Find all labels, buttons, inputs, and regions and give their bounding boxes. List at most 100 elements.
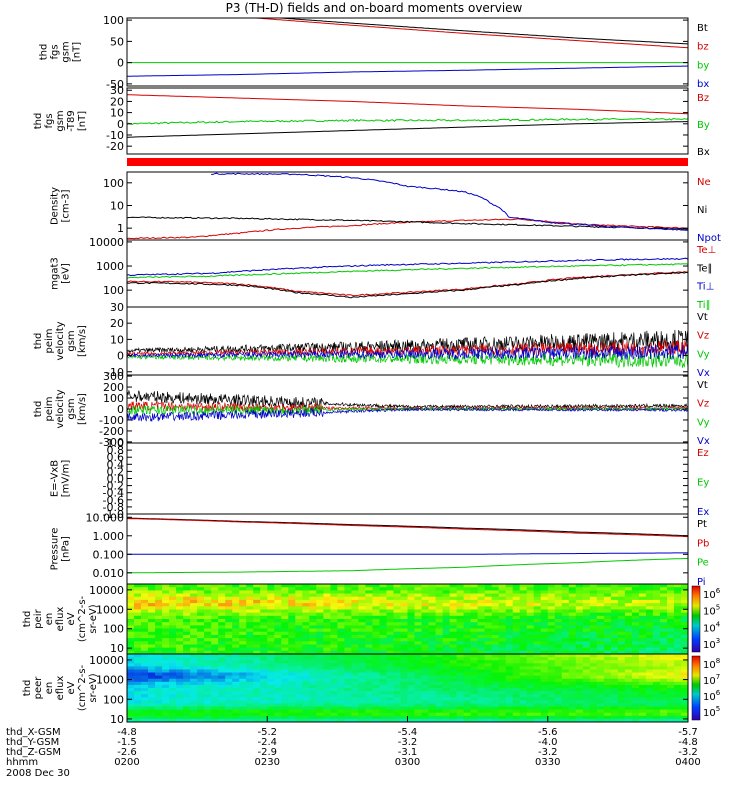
- spectrogram-cell: [407, 712, 416, 717]
- spectrogram-cell: [218, 628, 226, 633]
- spectrogram-cell: [540, 715, 549, 720]
- spectrogram-cell: [498, 718, 507, 722]
- spectrogram-cell: [421, 638, 430, 642]
- spectrogram-cell: [561, 718, 570, 722]
- spectrogram-cell: [337, 609, 345, 614]
- spectrogram-cell: [295, 612, 303, 617]
- spectrogram-cell: [610, 706, 619, 711]
- spectrogram-cell: [435, 697, 444, 701]
- spectrogram-cell: [232, 603, 240, 607]
- spectrogram-cell: [281, 712, 289, 717]
- spectrogram-cell: [393, 622, 402, 626]
- spectrogram-cell: [526, 647, 535, 652]
- spectrogram-cell: [176, 715, 184, 720]
- spectrogram-cell: [176, 596, 184, 601]
- spectrogram-cell: [414, 638, 423, 642]
- spectrogram-cell: [617, 634, 626, 639]
- spectrogram-cell: [540, 691, 549, 695]
- spectrogram-cell: [246, 590, 254, 595]
- spectrogram-cell: [575, 625, 584, 630]
- spectrogram-cell: [309, 703, 317, 708]
- spectrogram-cell: [554, 712, 563, 717]
- spectrogram-cell: [323, 619, 331, 623]
- spectrogram-cell: [351, 599, 359, 604]
- spectrogram-cell: [610, 712, 619, 717]
- spectrogram-cell: [134, 590, 142, 595]
- spectrogram-cell: [428, 672, 437, 677]
- spectrogram-cell: [386, 694, 395, 698]
- spectrogram-cell: [498, 678, 507, 683]
- spectrogram-cell: [498, 660, 507, 664]
- spectrogram-cell: [393, 619, 402, 623]
- spectrogram-cell: [148, 590, 156, 595]
- spectrogram-cell: [526, 712, 535, 717]
- spectrogram-cell: [645, 606, 654, 611]
- spectrogram-cell: [309, 691, 317, 695]
- spectrogram-cell: [190, 615, 198, 620]
- spectrogram-cell: [456, 596, 465, 601]
- spectrogram-cell: [351, 606, 359, 611]
- spectrogram-cell: [288, 697, 296, 701]
- spectrogram-cell: [323, 675, 331, 680]
- spectrogram-cell: [624, 691, 633, 695]
- spectrogram-cell: [260, 672, 268, 677]
- spectrogram-cell: [617, 657, 626, 661]
- spectrogram-cell: [183, 706, 191, 711]
- spectrogram-cell: [358, 694, 366, 698]
- spectrogram-cell: [617, 666, 626, 671]
- spectrogram-cell: [400, 709, 409, 714]
- spectrogram-cell: [267, 669, 275, 674]
- spectrogram-cell: [645, 609, 654, 614]
- spectrogram-cell: [183, 691, 191, 695]
- spectrogram-cell: [400, 688, 409, 692]
- spectrogram-cell: [414, 596, 423, 601]
- spectrogram-cell: [498, 615, 507, 620]
- spectrogram-cell: [561, 587, 570, 591]
- spectrogram-cell: [176, 700, 184, 705]
- spectrogram-cell: [204, 650, 212, 654]
- spectrogram-cell: [134, 606, 142, 611]
- spectrogram-cell: [533, 718, 542, 722]
- spectrogram-cell: [372, 660, 380, 664]
- spectrogram-cell: [302, 672, 310, 677]
- spectrogram-cell: [267, 619, 275, 623]
- spectrogram-cell: [435, 675, 444, 680]
- spectrogram-cell: [127, 641, 135, 646]
- spectrogram-cell: [169, 663, 177, 667]
- spectrogram-cell: [463, 694, 472, 698]
- spectrogram-cell: [638, 709, 647, 714]
- spectrogram-cell: [323, 593, 331, 598]
- spectrogram-cell: [176, 666, 184, 671]
- spectrogram-cell: [190, 703, 198, 708]
- spectrogram-cell: [246, 599, 254, 604]
- spectrogram-cell: [183, 615, 191, 620]
- spectrogram-cell: [232, 712, 240, 717]
- spectrogram-cell: [568, 599, 577, 604]
- spectrogram-cell: [316, 700, 324, 705]
- spectrogram-cell: [246, 678, 254, 683]
- spectrogram-cell: [463, 587, 472, 591]
- spectrogram-cell: [526, 622, 535, 626]
- spectrogram-cell: [505, 697, 514, 701]
- spectrogram-cell: [442, 666, 451, 671]
- spectrogram-cell: [414, 697, 423, 701]
- spectrogram-cell: [316, 615, 324, 620]
- spectrogram-cell: [169, 615, 177, 620]
- spectrogram-cell: [638, 638, 647, 642]
- spectrogram-cell: [667, 678, 675, 683]
- spectrogram-cell: [660, 634, 668, 639]
- spectrogram-cell: [239, 650, 247, 654]
- spectrogram-cell: [260, 644, 268, 649]
- spectrogram-cell: [477, 650, 486, 654]
- spectrogram-cell: [365, 631, 373, 636]
- spectrogram-cell: [624, 672, 633, 677]
- spectrogram-cell: [295, 590, 303, 595]
- spectrogram-cell: [379, 650, 388, 654]
- spectrogram-cell: [533, 584, 542, 588]
- spectrogram-cell: [302, 599, 310, 604]
- spectrogram-cell: [379, 681, 388, 686]
- spectrogram-cell: [190, 619, 198, 623]
- spectrogram-cell: [365, 663, 373, 667]
- spectrogram-cell: [498, 638, 507, 642]
- spectrogram-cell: [470, 678, 479, 683]
